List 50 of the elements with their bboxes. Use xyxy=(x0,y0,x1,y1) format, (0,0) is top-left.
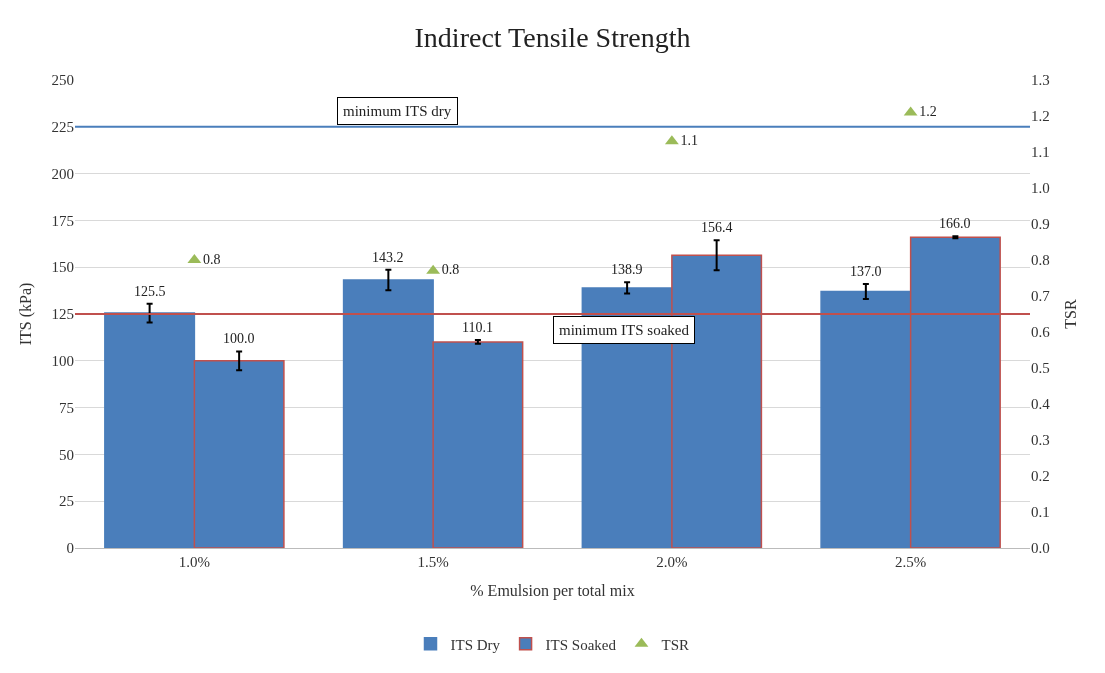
ref-line-label: minimum ITS soaked xyxy=(559,322,690,338)
y-tick-label: 225 xyxy=(51,119,74,136)
y-tick-label: 100 xyxy=(51,353,74,370)
x-axis-title: % Emulsion per total mix xyxy=(470,581,635,600)
data-label: 0.8 xyxy=(441,262,460,278)
data-label: 110.1 xyxy=(462,320,493,335)
data-label: 125.5 xyxy=(134,284,166,299)
y2-tick-label: 0.6 xyxy=(1031,324,1051,341)
data-label: 137.0 xyxy=(850,264,882,279)
data-label: 1.1 xyxy=(680,132,698,148)
y-tick-label: 175 xyxy=(51,212,74,229)
x-tick-label: 2.5% xyxy=(895,554,927,570)
y-tick-label: 125 xyxy=(51,306,74,323)
data-label: 138.9 xyxy=(611,262,643,277)
y-tick-label: 200 xyxy=(51,165,74,182)
y2-tick-label: 0.8 xyxy=(1031,252,1050,269)
data-label: 166.0 xyxy=(939,216,971,231)
y-tick-label: 0 xyxy=(66,540,74,557)
y2-tick-label: 0.2 xyxy=(1031,468,1050,485)
y2-tick-label: 1.1 xyxy=(1031,144,1050,161)
y-tick-label: 75 xyxy=(59,399,74,416)
legend-label: ITS Dry xyxy=(450,636,501,653)
y2-tick-label: 1.0 xyxy=(1031,180,1050,197)
y-axis-title: ITS (kPa) xyxy=(17,282,36,346)
y2-tick-label: 0.4 xyxy=(1031,396,1051,413)
y2-tick-label: 0.3 xyxy=(1031,432,1050,449)
x-tick-label: 1.0% xyxy=(178,554,211,570)
data-label: 1.2 xyxy=(919,103,937,119)
chart-title: Indirect Tensile Strength xyxy=(414,21,691,53)
y2-tick-label: 0.9 xyxy=(1031,216,1050,233)
y-tick-label: 250 xyxy=(51,72,74,89)
data-label: 100.0 xyxy=(223,331,255,346)
data-label: 156.4 xyxy=(701,220,733,235)
y-tick-label: 150 xyxy=(51,259,74,276)
y2-axis-title: TSR xyxy=(1061,299,1079,329)
data-label: 143.2 xyxy=(372,250,404,265)
y2-tick-label: 0.5 xyxy=(1031,360,1050,377)
x-tick-label: 2.0% xyxy=(656,554,688,570)
legend-label: ITS Soaked xyxy=(545,636,617,653)
y-tick-label: 50 xyxy=(59,446,74,463)
y-tick-label: 25 xyxy=(59,493,74,510)
legend-label: TSR xyxy=(661,636,689,653)
y2-tick-label: 0.7 xyxy=(1031,288,1051,305)
y2-tick-label: 1.3 xyxy=(1031,72,1050,89)
data-label: 0.8 xyxy=(202,251,221,267)
x-tick-label: 1.5% xyxy=(417,554,449,570)
ref-line-label: minimum ITS dry xyxy=(343,103,452,119)
y2-tick-label: 1.2 xyxy=(1031,108,1050,125)
y2-tick-label: 0.0 xyxy=(1031,540,1050,557)
y2-tick-label: 0.1 xyxy=(1031,504,1050,521)
